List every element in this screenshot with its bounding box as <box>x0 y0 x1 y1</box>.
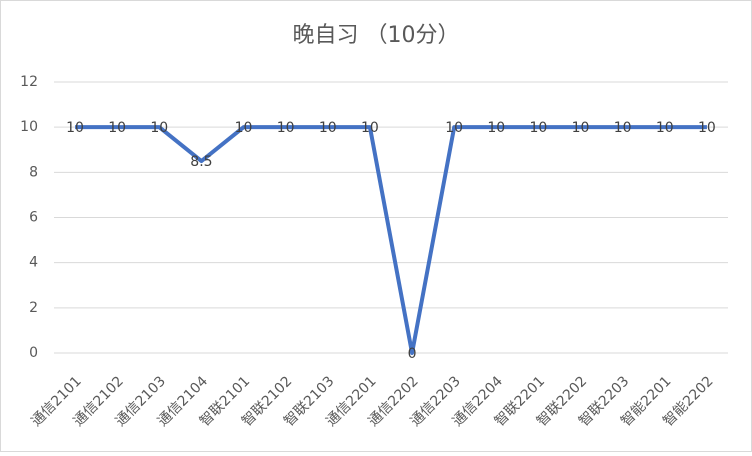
data-line <box>75 125 707 355</box>
data-label: 10 <box>66 120 84 136</box>
data-label: 10 <box>698 120 716 136</box>
data-label: 10 <box>108 120 126 136</box>
data-label: 10 <box>319 120 337 136</box>
chart-title: 晚自习 （10分） <box>293 23 460 48</box>
data-label: 10 <box>150 120 168 136</box>
y-tick-label: 10 <box>20 119 38 135</box>
data-label: 10 <box>277 120 295 136</box>
data-label: 0 <box>408 346 417 362</box>
data-label: 10 <box>530 120 548 136</box>
data-label: 10 <box>614 120 632 136</box>
y-tick-label: 6 <box>29 210 38 226</box>
y-tick-label: 2 <box>29 300 38 316</box>
data-label: 10 <box>361 120 379 136</box>
data-label: 10 <box>656 120 674 136</box>
data-label: 8.5 <box>190 154 212 170</box>
y-tick-label: 8 <box>29 164 38 180</box>
data-label: 10 <box>445 120 463 136</box>
data-label: 10 <box>572 120 590 136</box>
data-label: 10 <box>235 120 253 136</box>
y-tick-label: 4 <box>29 255 38 271</box>
y-tick-label: 12 <box>20 74 38 90</box>
data-label: 10 <box>487 120 505 136</box>
y-tick-label: 0 <box>29 345 38 361</box>
